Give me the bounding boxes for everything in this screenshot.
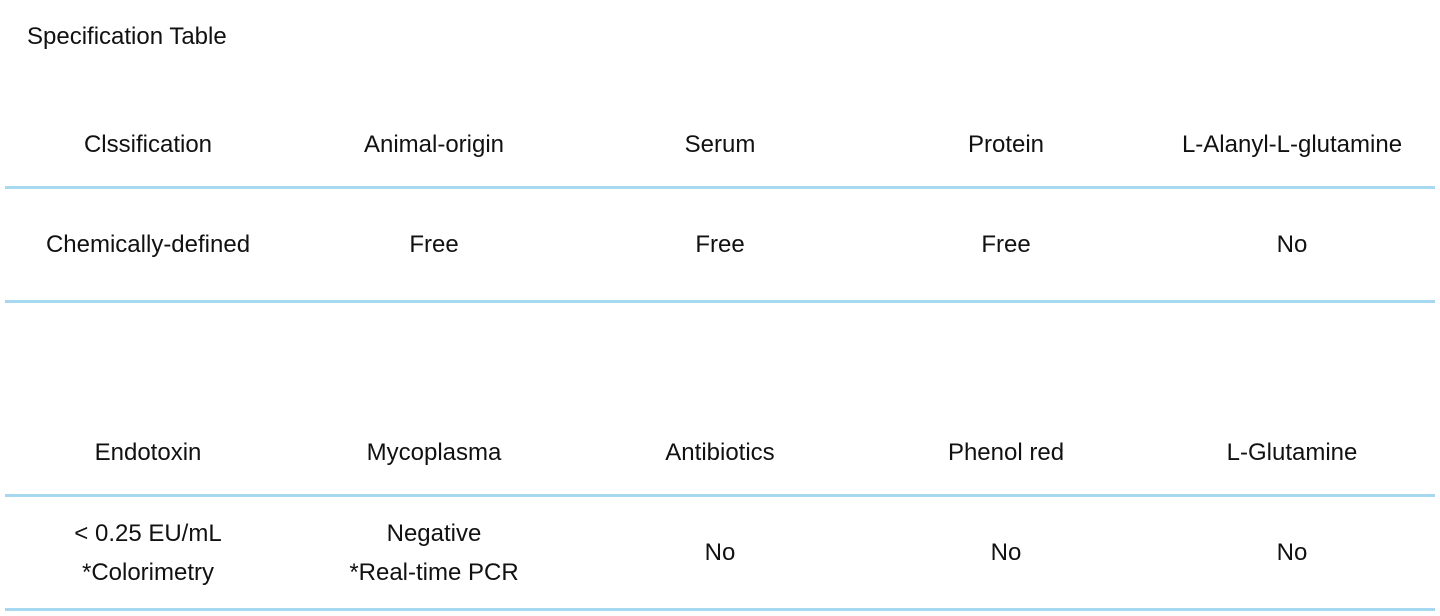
value-line: Negative: [386, 519, 482, 547]
value-cell: No: [1276, 231, 1308, 258]
value-cell: Free: [981, 231, 1031, 258]
header-cell: Serum: [684, 131, 756, 158]
value-line: < 0.25 EU/mL: [74, 519, 222, 547]
header-row: Endotoxin Mycoplasma Antibiotics Phenol …: [5, 410, 1435, 497]
header-cell: Mycoplasma: [366, 438, 502, 466]
value-cell: Free: [695, 231, 745, 258]
value-note: *Colorimetry: [81, 558, 215, 586]
value-cell: No: [990, 539, 1022, 566]
page-title: Specification Table: [27, 23, 227, 50]
header-cell: L-Glutamine: [1226, 438, 1358, 466]
header-cell: Endotoxin: [94, 438, 202, 466]
value-cell: No: [704, 539, 736, 566]
header-cell: Clssification: [83, 131, 213, 158]
value-cell: Chemically-defined: [45, 231, 251, 258]
value-cell: < 0.25 EU/mL *Colorimetry: [5, 514, 291, 592]
value-row: < 0.25 EU/mL *Colorimetry Negative *Real…: [5, 497, 1435, 611]
value-row: Chemically-defined Free Free Free No: [5, 189, 1435, 303]
spec-table-2: Endotoxin Mycoplasma Antibiotics Phenol …: [5, 410, 1435, 611]
header-row: Clssification Animal-origin Serum Protei…: [5, 103, 1435, 189]
value-cell: Free: [409, 231, 459, 258]
header-cell: L-Alanyl-L-glutamine: [1181, 131, 1403, 158]
header-cell: Antibiotics: [665, 438, 775, 466]
value-cell: No: [1276, 539, 1308, 566]
header-cell: Phenol red: [947, 438, 1065, 466]
spec-table-1: Clssification Animal-origin Serum Protei…: [5, 103, 1435, 303]
header-cell: Animal-origin: [363, 131, 505, 158]
value-cell: Negative *Real-time PCR: [291, 514, 577, 592]
value-note: *Real-time PCR: [349, 558, 519, 586]
header-cell: Protein: [967, 131, 1045, 158]
